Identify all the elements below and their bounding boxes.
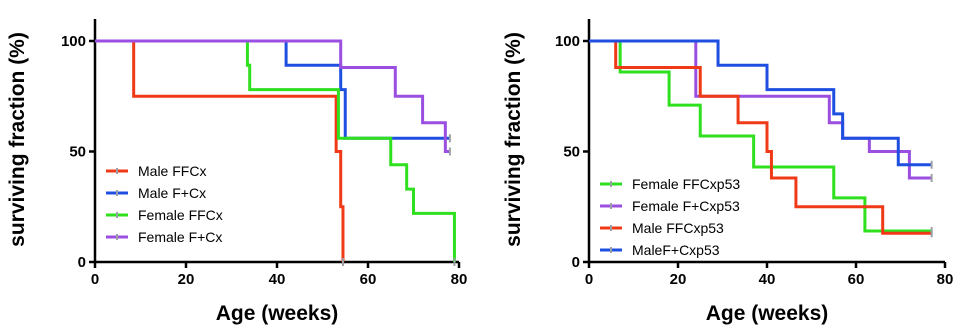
- x-tick-label: 40: [269, 271, 286, 288]
- x-tick-label: 20: [670, 271, 687, 288]
- x-tick-label: 60: [848, 271, 865, 288]
- x-axis-title: Age (weeks): [706, 302, 829, 325]
- legend-label: Male F+Cx: [138, 185, 206, 201]
- legend-label: Female FFCxp53: [632, 176, 740, 192]
- x-tick-label: 80: [937, 271, 954, 288]
- y-tick-label: 0: [78, 254, 86, 271]
- y-axis-title: surviving fraction (%): [502, 32, 525, 247]
- x-axis-title: Age (weeks): [216, 302, 339, 325]
- y-tick-label: 50: [69, 144, 86, 161]
- series-line-4: [95, 39, 450, 153]
- legend: Female FFCxp53 Female F+Cxp53 Male FFCxp53…: [600, 176, 740, 258]
- legend: Male FFCx Male F+Cx Female FFCx Female F+Cx: [106, 163, 223, 245]
- series-line-2: [95, 39, 450, 140]
- y-axis-title: surviving fraction (%): [6, 32, 29, 247]
- series-line-1: [589, 39, 932, 233]
- series-line-1: [95, 39, 345, 262]
- series-line-4: [589, 39, 932, 167]
- series-line-3: [589, 39, 932, 235]
- legend-label: MaleF+Cxp53: [632, 242, 720, 258]
- x-tick-label: 40: [759, 271, 776, 288]
- y-tick-label: 100: [555, 33, 580, 50]
- x-tick-label: 20: [178, 271, 195, 288]
- legend-label: Female FFCx: [138, 207, 223, 223]
- legend-label: Female F+Cx: [138, 229, 222, 245]
- y-tick-label: 50: [563, 144, 580, 161]
- legend-label: Male FFCx: [138, 163, 206, 179]
- chart-panel-2: 0 20 40 60 80 0 50 100 Age (weeks) surviving frac…: [502, 19, 953, 325]
- x-tick-label: 0: [91, 271, 99, 288]
- x-tick-label: 80: [451, 271, 468, 288]
- legend-label: Male FFCxp53: [632, 220, 724, 236]
- series-line-3: [95, 39, 456, 262]
- x-tick-label: 0: [585, 271, 593, 288]
- x-tick-label: 60: [360, 271, 377, 288]
- legend-label: Female F+Cxp53: [632, 198, 740, 214]
- y-tick-label: 0: [572, 254, 580, 271]
- y-tick-label: 100: [61, 33, 86, 50]
- chart-panel-1: 0 20 40 60 80 0 50 100 Age (weeks) surviving frac…: [6, 19, 467, 325]
- series-line-2: [589, 39, 932, 180]
